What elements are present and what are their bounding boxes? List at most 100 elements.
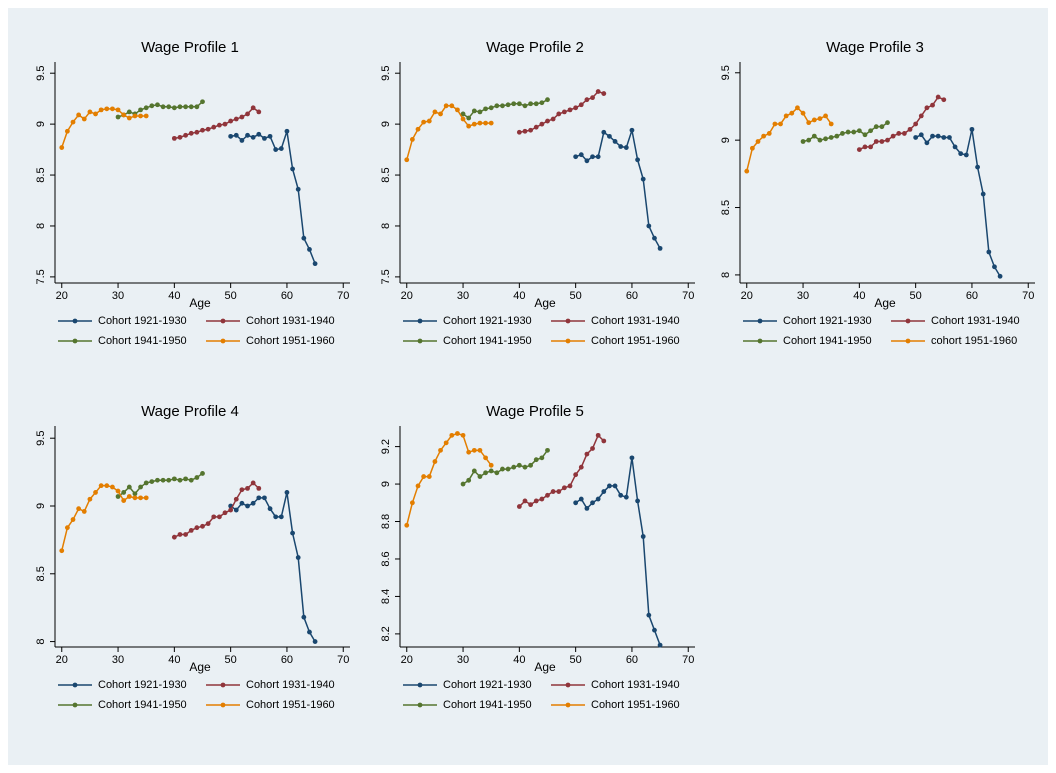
point — [975, 164, 980, 170]
point — [256, 109, 262, 115]
point — [483, 470, 488, 476]
point — [885, 120, 890, 126]
point — [155, 477, 160, 483]
point — [578, 152, 584, 158]
point — [93, 111, 98, 117]
legend-marker — [72, 702, 78, 708]
x-axis-title: Age — [189, 660, 211, 674]
point — [823, 136, 828, 142]
point — [652, 235, 657, 241]
point — [471, 447, 477, 453]
panel-title: Wage Profile 2 — [486, 39, 584, 56]
point — [76, 112, 82, 118]
point — [545, 447, 550, 453]
point — [761, 133, 767, 139]
point — [516, 504, 522, 509]
point — [110, 106, 115, 112]
x-tick-label: 70 — [337, 654, 349, 666]
point — [561, 485, 567, 491]
point — [477, 474, 483, 479]
panel: Wage Profile 5 9.2 9 8.8 8.6 8.4 8.2 20 30 40 50 60… — [380, 403, 695, 711]
point — [426, 118, 432, 124]
legend-marker — [565, 318, 571, 324]
point — [500, 466, 505, 472]
point — [466, 449, 472, 455]
y-tick-label: 8.5 — [720, 200, 732, 215]
legend-marker — [565, 702, 571, 708]
point — [188, 527, 194, 533]
point — [800, 110, 806, 116]
point — [573, 500, 579, 506]
series-line — [462, 449, 549, 485]
point — [488, 468, 494, 474]
point — [126, 115, 132, 121]
point — [449, 432, 455, 438]
point — [301, 614, 307, 620]
y-tick-label: 9 — [35, 121, 47, 127]
legend-label: cohort 1951-1960 — [931, 335, 1017, 347]
point — [205, 126, 211, 132]
point — [183, 476, 189, 482]
x-tick-label: 50 — [570, 290, 582, 302]
point — [200, 523, 205, 529]
point — [432, 459, 438, 464]
x-tick-label: 30 — [797, 290, 809, 302]
series-line — [406, 432, 492, 526]
x-tick-label: 70 — [337, 290, 349, 302]
point — [59, 145, 65, 150]
legend-label: Cohort 1921-1930 — [443, 679, 532, 691]
point — [211, 124, 217, 130]
point — [233, 116, 239, 122]
point — [426, 474, 432, 479]
point — [511, 464, 517, 470]
point — [466, 123, 472, 129]
legend-marker — [757, 338, 763, 344]
point — [766, 131, 772, 136]
point — [963, 152, 969, 158]
point — [110, 484, 115, 490]
point — [188, 477, 194, 483]
point — [873, 124, 879, 130]
point — [646, 612, 652, 618]
x-tick-label: 30 — [457, 290, 469, 302]
series-line — [117, 472, 203, 498]
point — [81, 116, 87, 122]
panel-title: Wage Profile 1 — [141, 39, 239, 56]
point — [595, 496, 601, 502]
point — [947, 135, 952, 140]
series-line — [61, 108, 147, 148]
point — [460, 481, 466, 487]
point — [115, 488, 121, 494]
point — [635, 498, 640, 504]
y-tick-label: 8.5 — [35, 566, 47, 581]
point — [856, 147, 862, 152]
y-tick-label: 8 — [35, 223, 47, 229]
legend-label: Cohort 1931-1940 — [931, 315, 1020, 327]
point — [250, 500, 256, 506]
point — [194, 525, 200, 531]
point — [409, 137, 415, 142]
point — [930, 102, 935, 108]
y-tick-label: 9.5 — [380, 66, 392, 81]
panel: Wage Profile 1 9.5 9 8.5 8 7.5 20 30 40 50 60 70 Age… — [35, 39, 350, 347]
legend-label: Cohort 1941-1950 — [783, 335, 872, 347]
point — [256, 495, 262, 501]
legend-label: Cohort 1941-1950 — [443, 335, 532, 347]
point — [404, 522, 410, 528]
point — [601, 438, 607, 444]
point — [132, 491, 138, 497]
point — [500, 103, 505, 109]
point — [533, 457, 539, 463]
point — [828, 121, 834, 127]
point — [652, 627, 657, 633]
point — [245, 485, 250, 491]
point — [657, 245, 663, 251]
point — [749, 145, 755, 151]
point — [516, 129, 522, 135]
point — [545, 492, 550, 498]
point — [121, 112, 127, 118]
point — [890, 133, 896, 139]
point — [494, 103, 500, 109]
